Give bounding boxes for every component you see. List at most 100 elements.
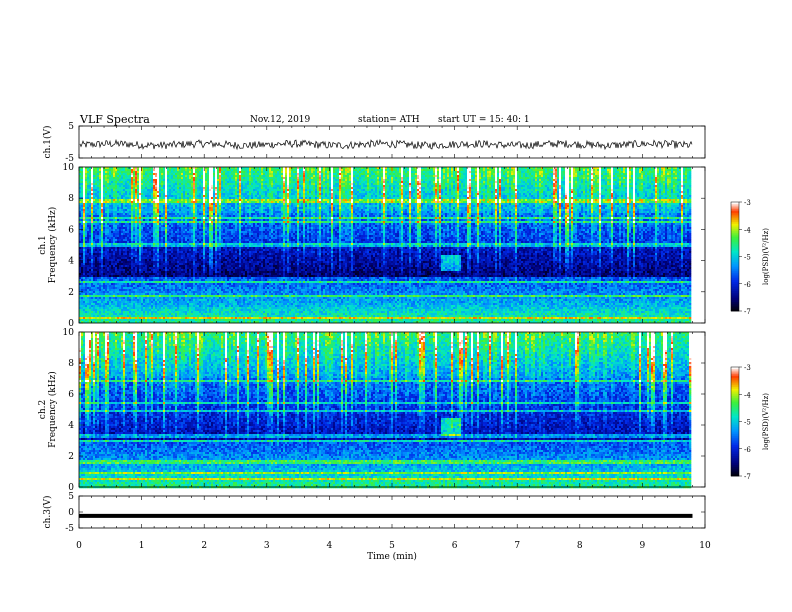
spectrogram-cell — [233, 171, 235, 173]
spectrogram-cell — [297, 169, 299, 171]
spectrogram-cell — [165, 171, 167, 173]
spectrogram-cell — [99, 171, 101, 173]
spectrogram-cell — [669, 169, 671, 171]
spectrogram-cell — [213, 169, 215, 171]
spectrogram-cell — [287, 171, 289, 173]
spectrogram-cell — [115, 169, 117, 171]
spectrogram-cell — [665, 169, 667, 171]
spectrogram-cell — [415, 169, 417, 171]
spectrogram-cell — [123, 169, 125, 171]
spectrogram-cell — [681, 169, 683, 171]
spectrogram-cell — [223, 171, 225, 173]
spectrogram-cell — [369, 169, 371, 171]
spectrogram-cell — [677, 169, 679, 171]
spectrogram-cell — [509, 169, 511, 171]
vlf-spectra-figure: VLF Spectra Nov.12, 2019 station= ATH st… — [0, 0, 792, 612]
spectrogram-cell — [311, 171, 313, 173]
spectrogram-cell — [293, 169, 295, 171]
spectrogram-cell — [375, 169, 377, 171]
spectrogram-cell — [163, 169, 165, 171]
spectrogram-cell — [83, 169, 85, 171]
spectrogram-cell — [257, 169, 259, 171]
spectrogram-cell — [117, 169, 119, 171]
spectrogram-cell — [213, 171, 215, 173]
spectrogram-cell — [535, 169, 537, 171]
spectrogram-cell — [357, 169, 359, 171]
spectrogram-cell — [333, 169, 335, 171]
spectrogram-cell — [373, 169, 375, 171]
spectrogram-cell — [151, 171, 153, 173]
spectrogram-cell — [137, 169, 139, 171]
ch1-waveform-ylabel: ch.1(V) — [42, 126, 53, 159]
spectrogram-cell — [191, 169, 193, 171]
spectrogram-cell — [571, 169, 573, 171]
spectrogram-cell — [291, 169, 293, 171]
spectrogram-cell — [265, 171, 267, 173]
spectrogram-cell — [471, 169, 473, 171]
spectrogram-cell — [437, 169, 439, 171]
spectrogram-cell — [309, 171, 311, 173]
spectrogram-cell — [585, 169, 587, 171]
spectrogram-cell — [445, 169, 447, 171]
spectrogram-cell — [635, 169, 637, 171]
spectrogram-cell — [291, 171, 293, 173]
spectrogram-cell — [523, 169, 525, 171]
spectrogram-cell — [577, 169, 579, 171]
spectrogram-cell — [101, 169, 103, 171]
spectrogram-cell — [237, 169, 239, 171]
spectrogram-cell — [87, 171, 89, 173]
ch1-waveform-line — [80, 140, 692, 149]
spectrogram-cell — [277, 169, 279, 171]
spectrogram-cell — [271, 169, 273, 171]
spectrogram-cell — [499, 169, 501, 171]
spectrogram-cell — [493, 169, 495, 171]
spectrogram-cell — [205, 171, 207, 173]
spectrogram-cell — [675, 169, 677, 171]
spectrogram-cell — [247, 169, 249, 171]
spectrogram-cell — [149, 171, 151, 173]
spectrogram-cell — [633, 169, 635, 171]
spectrogram-cell — [613, 169, 615, 171]
spectrogram-cell — [377, 169, 379, 171]
spectrogram-cell — [423, 169, 425, 171]
spectrogram-cell — [573, 169, 575, 171]
spectrogram-cell — [125, 169, 127, 171]
spectrogram-cell — [539, 169, 541, 171]
spectrogram-cell — [303, 169, 305, 171]
spectrogram-cell — [271, 171, 273, 173]
spectrogram-cell — [447, 169, 449, 171]
spectrogram-cell — [89, 169, 91, 171]
spectrogram-cell — [221, 171, 223, 173]
spectrogram-cell — [143, 171, 145, 173]
spectrogram-cell — [129, 171, 131, 173]
spectrogram-cell — [405, 169, 407, 171]
spectrogram-cell — [439, 169, 441, 171]
spectrogram-cell — [253, 171, 255, 173]
spectrogram-cell — [103, 171, 105, 173]
spectrogram-cell — [593, 169, 595, 171]
spectrogram-cell — [553, 169, 555, 171]
spectrogram-cell — [663, 169, 665, 171]
spectrogram-cell — [111, 171, 113, 173]
spectrogram-cell — [461, 169, 463, 171]
spectrogram-cell — [525, 169, 527, 171]
spectrogram-cell — [205, 169, 207, 171]
spectrogram-cell — [187, 171, 189, 173]
spectrogram-cell — [167, 171, 169, 173]
spectrogram-cell — [481, 169, 483, 171]
spectrogram-cell — [217, 171, 219, 173]
spectrogram-cell — [245, 169, 247, 171]
spectrogram-cell — [615, 169, 617, 171]
spectrogram-cell — [435, 169, 437, 171]
spectrogram-cell — [361, 169, 363, 171]
spectrogram-cell — [639, 169, 641, 171]
spectrogram-cell — [335, 169, 337, 171]
spectrogram-cell — [685, 169, 687, 171]
spectrogram-cell — [431, 169, 433, 171]
spectrogram-cell — [285, 171, 287, 173]
spectrogram-cell — [155, 169, 157, 171]
spectrogram-cell — [667, 169, 669, 171]
spectrogram-cell — [261, 171, 263, 173]
spectrogram-cell — [355, 169, 357, 171]
spectrogram-cell — [475, 169, 477, 171]
